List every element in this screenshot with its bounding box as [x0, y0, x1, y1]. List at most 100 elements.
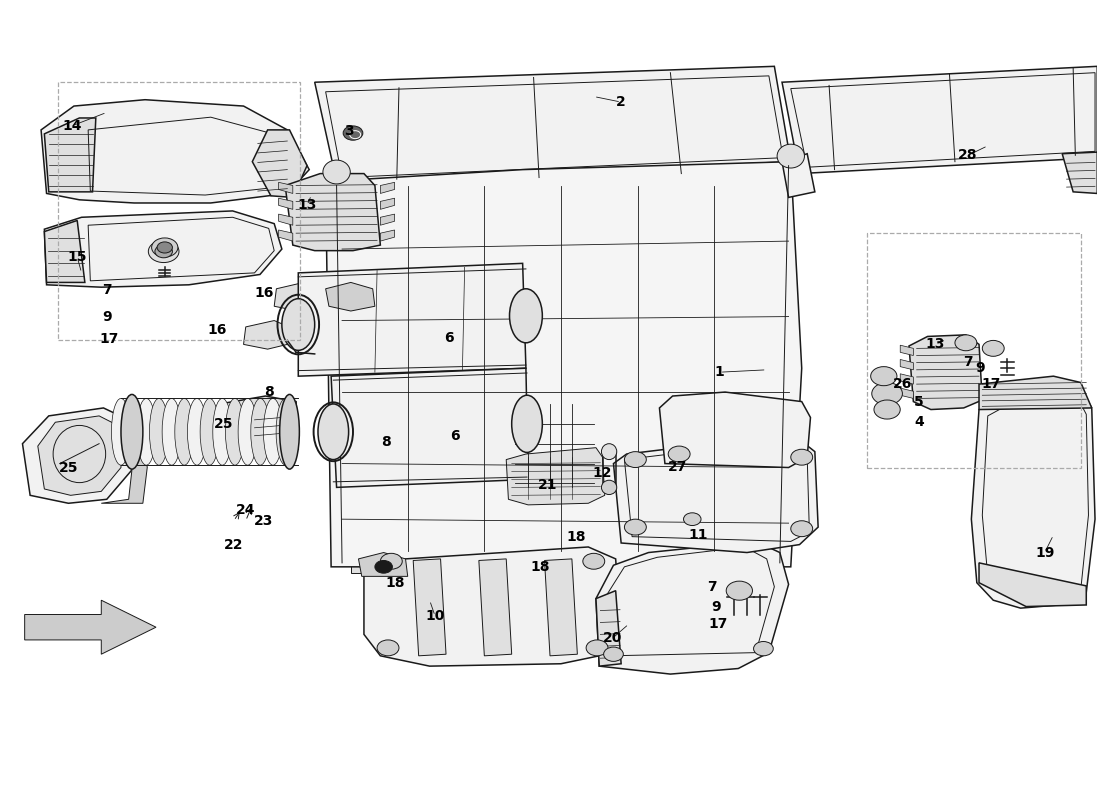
Bar	[57, 82, 300, 341]
Text: 4: 4	[914, 415, 924, 430]
Polygon shape	[364, 547, 618, 666]
Polygon shape	[544, 559, 578, 656]
Ellipse shape	[602, 444, 617, 459]
Polygon shape	[298, 263, 526, 376]
Circle shape	[871, 366, 896, 386]
Text: 17: 17	[99, 332, 119, 346]
Circle shape	[726, 581, 752, 600]
Ellipse shape	[512, 395, 542, 453]
Polygon shape	[44, 221, 85, 282]
Text: 15: 15	[67, 250, 87, 264]
Ellipse shape	[162, 398, 182, 465]
Polygon shape	[979, 563, 1087, 606]
Polygon shape	[22, 408, 132, 503]
Circle shape	[874, 400, 900, 419]
Ellipse shape	[124, 398, 143, 465]
Text: 2: 2	[616, 95, 626, 109]
Ellipse shape	[212, 398, 232, 465]
Polygon shape	[979, 376, 1091, 410]
Ellipse shape	[276, 398, 295, 465]
Ellipse shape	[226, 398, 244, 465]
Text: 5: 5	[914, 395, 924, 410]
Text: 7: 7	[102, 283, 111, 298]
Circle shape	[791, 450, 813, 465]
Polygon shape	[278, 182, 293, 194]
Text: 19: 19	[1035, 546, 1055, 559]
Circle shape	[754, 642, 773, 656]
Polygon shape	[274, 282, 322, 311]
Text: 6: 6	[444, 331, 454, 345]
Ellipse shape	[238, 398, 257, 465]
Polygon shape	[315, 66, 791, 182]
Polygon shape	[900, 345, 913, 355]
Ellipse shape	[175, 398, 194, 465]
Text: 18: 18	[566, 530, 586, 545]
Polygon shape	[900, 388, 913, 398]
Ellipse shape	[509, 289, 542, 342]
Text: 8: 8	[264, 385, 274, 399]
Text: 10: 10	[426, 609, 444, 623]
Ellipse shape	[318, 404, 349, 459]
Circle shape	[604, 647, 624, 662]
Polygon shape	[326, 282, 375, 311]
Polygon shape	[1063, 152, 1097, 194]
Polygon shape	[900, 374, 913, 384]
Text: 28: 28	[958, 148, 978, 162]
Text: 21: 21	[538, 478, 558, 492]
Text: 8: 8	[381, 435, 390, 449]
Polygon shape	[478, 559, 512, 656]
Text: 9: 9	[102, 310, 111, 323]
Circle shape	[343, 126, 363, 140]
Text: 16: 16	[255, 286, 274, 300]
Circle shape	[377, 640, 399, 656]
Polygon shape	[285, 174, 381, 250]
Circle shape	[381, 554, 403, 570]
Circle shape	[625, 519, 647, 535]
Polygon shape	[782, 66, 1097, 174]
Polygon shape	[44, 211, 282, 287]
Text: 17: 17	[708, 617, 728, 631]
Text: 22: 22	[224, 538, 243, 551]
Text: 7: 7	[964, 355, 972, 369]
Bar	[868, 233, 1081, 467]
Polygon shape	[381, 198, 395, 210]
Polygon shape	[44, 118, 96, 192]
Polygon shape	[243, 321, 293, 349]
Polygon shape	[278, 198, 293, 210]
Text: 18: 18	[386, 576, 406, 590]
Ellipse shape	[121, 394, 143, 469]
Ellipse shape	[111, 398, 131, 465]
Circle shape	[683, 513, 701, 526]
Text: 1: 1	[715, 365, 725, 379]
Text: 13: 13	[925, 338, 945, 351]
Polygon shape	[614, 442, 818, 553]
Text: 11: 11	[688, 528, 707, 542]
Polygon shape	[596, 590, 622, 666]
Circle shape	[586, 640, 608, 656]
Circle shape	[625, 452, 647, 467]
Ellipse shape	[602, 480, 617, 494]
Polygon shape	[331, 368, 528, 487]
Ellipse shape	[777, 144, 804, 168]
Circle shape	[583, 554, 605, 570]
Circle shape	[155, 245, 173, 258]
Text: 9: 9	[712, 599, 722, 614]
Text: 17: 17	[981, 377, 1001, 391]
Circle shape	[157, 242, 173, 253]
Ellipse shape	[282, 298, 315, 350]
Text: 27: 27	[669, 460, 688, 474]
Polygon shape	[278, 230, 293, 241]
Text: 3: 3	[344, 125, 353, 138]
Polygon shape	[971, 384, 1094, 608]
Polygon shape	[381, 182, 395, 194]
Ellipse shape	[264, 398, 283, 465]
Polygon shape	[909, 335, 982, 410]
Text: 12: 12	[593, 466, 613, 480]
Text: 9: 9	[976, 362, 984, 375]
Bar	[734, 559, 760, 573]
Polygon shape	[37, 416, 121, 495]
Text: 6: 6	[450, 429, 460, 442]
Ellipse shape	[136, 398, 156, 465]
Polygon shape	[506, 448, 605, 505]
Text: 25: 25	[58, 461, 78, 474]
